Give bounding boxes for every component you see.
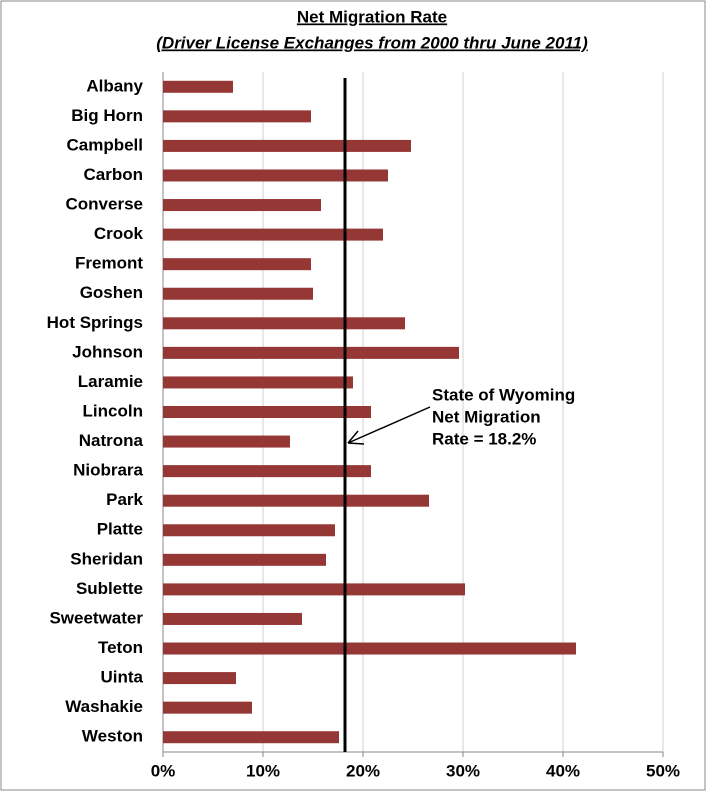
x-tick-label: 0% [151,761,176,780]
bar [163,228,383,241]
x-tick-label: 50% [646,761,680,780]
bar [163,465,371,478]
bar [163,199,321,212]
bar [163,376,353,389]
bar [163,672,236,685]
x-tick-label: 10% [246,761,280,780]
bar [163,258,311,271]
y-tick-label: Natrona [79,431,144,450]
y-tick-label: Weston [82,727,143,746]
y-tick-label: Sheridan [70,549,143,568]
bar [163,435,290,448]
annotation: State of Wyoming [432,385,575,404]
y-tick-label: Sublette [76,579,143,598]
y-tick-label: Washakie [65,697,143,716]
bar [163,287,313,300]
bar [163,583,465,596]
y-tick-label: Albany [86,76,143,95]
annotation-arrowhead [347,430,365,445]
y-tick-label: Crook [94,224,144,243]
y-tick-label: Teton [98,638,143,657]
y-tick-label: Laramie [78,372,143,391]
annotation: Net Migration [432,407,541,426]
chart-subtitle: (Driver License Exchanges from 2000 thru… [156,33,588,52]
y-tick-label: Niobrara [73,461,143,480]
y-tick-label: Johnson [72,342,143,361]
y-tick-label: Park [106,490,143,509]
x-tick-label: 30% [446,761,480,780]
bar [163,110,311,123]
bar [163,642,576,655]
bar [163,524,335,537]
bar [163,169,388,182]
bar [163,553,326,566]
y-tick-label: Lincoln [83,401,143,420]
bar [163,612,302,625]
chart-title: Net Migration Rate [297,7,447,26]
y-tick-label: Hot Springs [47,313,143,332]
y-tick-label: Fremont [75,254,143,273]
annotation-arrow [347,406,431,444]
bar [163,701,252,714]
annotation: Rate = 18.2% [432,429,536,448]
y-tick-label: Goshen [80,283,143,302]
bar [163,80,233,93]
bar [163,139,411,152]
y-tick-label: Big Horn [71,106,143,125]
y-tick-label: Sweetwater [49,608,143,627]
x-tick-label: 40% [546,761,580,780]
y-tick-label: Campbell [66,135,143,154]
bar [163,317,405,330]
y-tick-label: Carbon [84,165,144,184]
bar [163,494,429,507]
bar [163,346,459,359]
x-tick-label: 20% [346,761,380,780]
bar [163,406,371,418]
y-tick-label: Platte [97,520,143,539]
y-tick-label: Uinta [101,668,144,687]
bar [163,731,339,744]
y-tick-label: Converse [66,195,143,214]
